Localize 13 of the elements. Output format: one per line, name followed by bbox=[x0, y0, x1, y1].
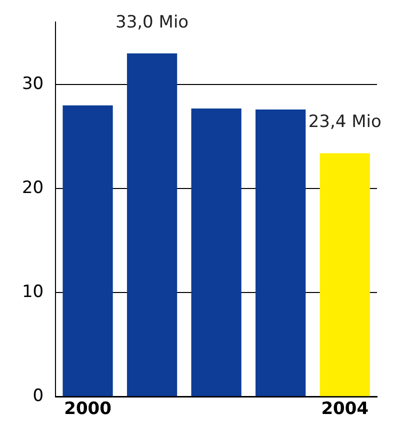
x-tick-label: 2004 bbox=[321, 399, 369, 420]
bar bbox=[256, 110, 306, 396]
y-tick-label: 30 bbox=[22, 74, 44, 94]
y-tick-label: 10 bbox=[22, 282, 44, 302]
data-label: 33,0 Mio bbox=[116, 12, 189, 32]
bar bbox=[191, 108, 242, 396]
bar bbox=[320, 153, 370, 396]
y-tick-label: 20 bbox=[22, 178, 44, 198]
bar bbox=[126, 53, 178, 396]
data-label: 23,4 Mio bbox=[308, 112, 382, 132]
bar bbox=[62, 105, 113, 396]
x-tick-label: 2000 bbox=[64, 399, 112, 420]
y-tick-label: 0 bbox=[32, 386, 44, 406]
